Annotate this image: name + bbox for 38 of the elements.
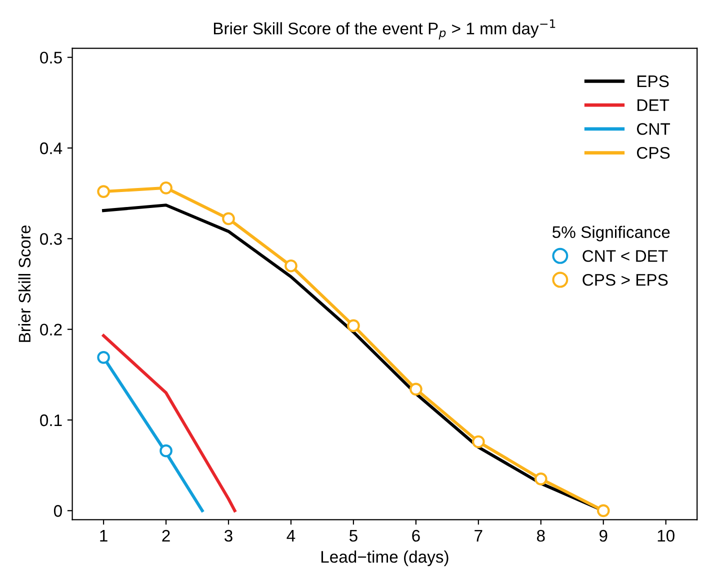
x-tick-label: 9 [600, 530, 608, 542]
point [596, 504, 610, 518]
point [160, 444, 172, 458]
point [222, 212, 235, 226]
x-tick-label: 4 [286, 530, 296, 542]
x-tick-label: 10 [658, 530, 674, 542]
x-tick-label: 3 [224, 530, 232, 542]
legend-label: CPS [636, 146, 670, 159]
y-axis-title: Brier Skill Score [18, 225, 31, 342]
x-tick-label: 1 [100, 530, 108, 542]
point [534, 472, 548, 486]
x-tick-label: 7 [474, 530, 482, 542]
y-tick-label: 0.4 [40, 142, 62, 154]
legend-label: CNT < DET [582, 250, 668, 262]
point [97, 185, 110, 198]
legend-label: EPS [638, 75, 669, 88]
legend-label: CNT [636, 123, 670, 135]
y-tick-label: 0 [54, 505, 62, 517]
x-tick-label: 2 [162, 530, 170, 542]
point [284, 259, 298, 272]
point [472, 435, 485, 448]
y-tick-label: 0.5 [40, 52, 62, 64]
x-tick-label: 5 [349, 530, 358, 542]
x-tick-label: 6 [412, 530, 420, 542]
legend-label: CPS > EPS [582, 274, 668, 286]
legend-label: DET [638, 99, 670, 111]
point [97, 351, 110, 364]
x-axis-title: Lead−time (days) [321, 550, 448, 566]
y-tick-label: 0.1 [40, 414, 62, 426]
point [347, 319, 360, 332]
y-tick-label: 0.2 [40, 324, 62, 336]
y-tick-label: 0.3 [40, 233, 62, 245]
chart-title: Brier Skill Score of the event P$_{p}$ > 1 mm day$^{−1}$ [214, 19, 556, 40]
point [410, 382, 422, 396]
x-tick-label: 8 [536, 530, 545, 542]
legend-title: 5% Significance [552, 226, 670, 242]
point [160, 181, 172, 194]
line-series [102, 334, 236, 512]
